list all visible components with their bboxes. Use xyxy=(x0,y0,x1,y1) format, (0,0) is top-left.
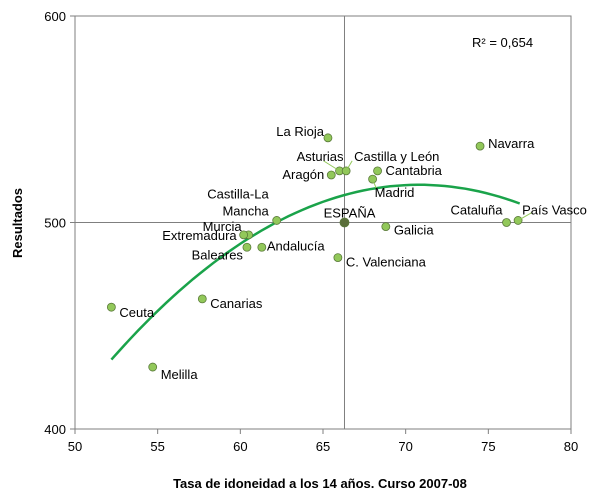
r2-annotation: R² = 0,654 xyxy=(472,35,533,50)
label-andalucia: Andalucía xyxy=(267,238,326,253)
label-asturias: Asturias xyxy=(297,149,344,164)
label-pais-vasco: País Vasco xyxy=(522,202,587,217)
point-extremadura xyxy=(239,230,249,240)
point-aragon xyxy=(326,170,336,180)
y-axis-title: Resultados xyxy=(10,188,25,258)
label-baleares: Baleares xyxy=(192,247,244,262)
label-madrid: Madrid xyxy=(375,185,415,200)
x-axis-title: Tasa de idoneidad a los 14 años. Curso 2… xyxy=(173,476,467,491)
label-navarra: Navarra xyxy=(488,136,535,151)
point-espana xyxy=(339,217,350,228)
y-tick-label: 600 xyxy=(44,9,66,24)
label-murcia: Murcia xyxy=(203,219,243,234)
point-c-valenciana xyxy=(333,253,343,263)
label-canarias: Canarias xyxy=(210,296,263,311)
label-cantabria: Cantabria xyxy=(386,163,443,178)
label-galicia: Galicia xyxy=(394,223,435,238)
label-aragon: Aragón xyxy=(282,167,324,182)
y-tick-label: 400 xyxy=(44,422,66,437)
label-espana: ESPAÑA xyxy=(324,206,376,221)
leader-line-castilla-y-leon xyxy=(345,160,353,172)
point-ceuta xyxy=(106,302,116,312)
leader-line-madrid xyxy=(372,178,378,190)
y-tick-label: 500 xyxy=(44,216,66,231)
x-tick-label: 55 xyxy=(150,439,164,454)
label-cataluna: Cataluña xyxy=(450,203,503,218)
label-castilla-la-mancha-line1: Castilla-La xyxy=(207,186,269,201)
x-tick-label: 75 xyxy=(481,439,495,454)
point-galicia xyxy=(381,222,391,232)
leader-line-asturias xyxy=(323,160,340,172)
point-canarias xyxy=(197,294,207,304)
x-tick-label: 70 xyxy=(398,439,412,454)
leader-line-andalucia xyxy=(258,244,263,248)
point-castilla-la-mancha xyxy=(272,216,282,225)
label-castilla-y-leon: Castilla y León xyxy=(354,149,439,164)
x-tick-label: 50 xyxy=(68,439,82,454)
x-tick-label: 65 xyxy=(316,439,330,454)
label-melilla: Melilla xyxy=(161,367,199,382)
point-cataluna xyxy=(502,218,511,227)
x-tick-label: 60 xyxy=(233,439,247,454)
point-cantabria xyxy=(373,166,382,176)
label-c-valenciana: C. Valenciana xyxy=(346,255,427,270)
label-ceuta: Ceuta xyxy=(119,305,154,320)
point-melilla xyxy=(148,362,158,372)
x-tick-label: 80 xyxy=(564,439,578,454)
point-baleares xyxy=(242,242,252,252)
trend-line xyxy=(110,183,521,361)
leader-line-pais-vasco xyxy=(517,212,533,221)
label-la-rioja: La Rioja xyxy=(276,124,324,139)
point-navarra xyxy=(475,141,485,151)
label-extremadura: Extremadura xyxy=(162,228,237,243)
label-castilla-la-mancha-line2: Mancha xyxy=(222,203,269,218)
point-la-rioja xyxy=(323,133,333,143)
